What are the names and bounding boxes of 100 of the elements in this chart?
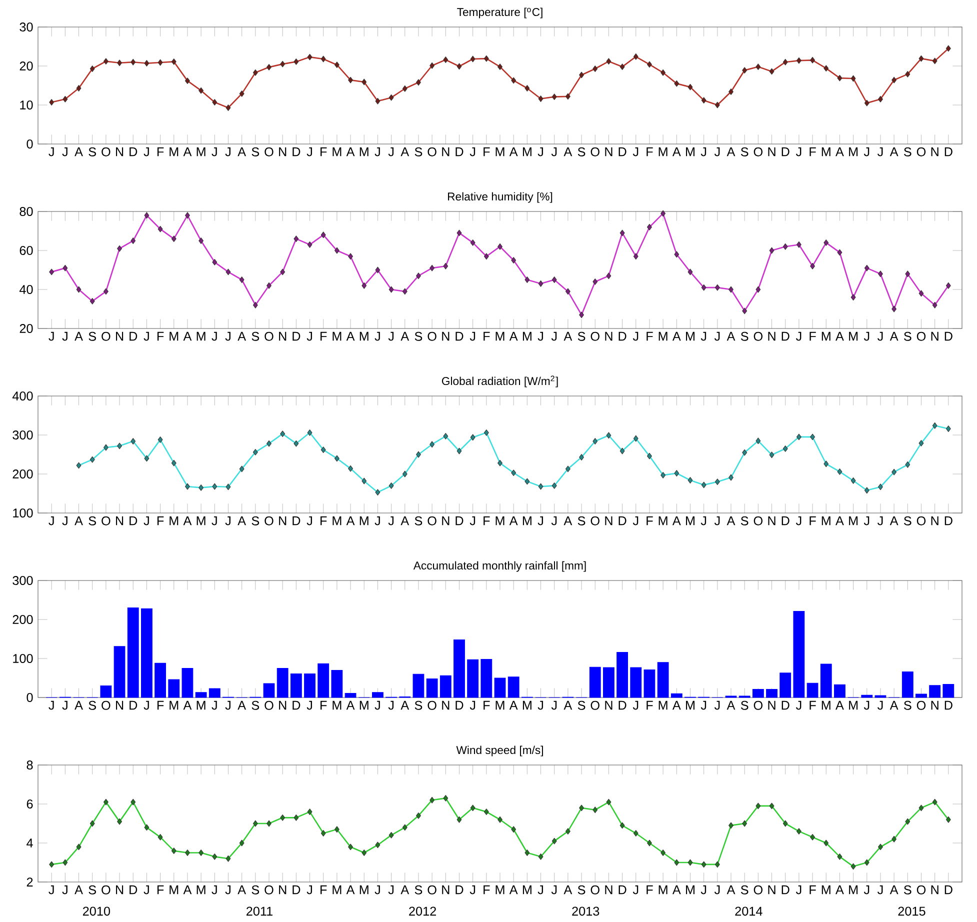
x-tick-label: M	[686, 885, 694, 894]
x-tick-label: N	[931, 516, 938, 526]
x-tick-label: J	[551, 147, 557, 156]
y-tick-label: 300	[12, 576, 33, 585]
bar	[657, 662, 669, 698]
x-tick-label: N	[605, 700, 612, 710]
x-tick-label: J	[551, 885, 557, 894]
x-tick-label: A	[183, 332, 192, 341]
x-tick-label: N	[768, 700, 776, 710]
x-tick-label: O	[754, 700, 762, 710]
x-tick-label: M	[686, 516, 694, 526]
x-tick-label: N	[442, 516, 450, 526]
x-tick-label: N	[605, 885, 612, 894]
x-tick-label: N	[605, 516, 612, 526]
x-tick-label: J	[538, 516, 543, 526]
x-tick-label: A	[238, 147, 246, 156]
x-tick-label: F	[320, 332, 327, 341]
x-tick-label: D	[782, 885, 790, 894]
x-tick-label: N	[442, 147, 450, 156]
x-tick-label: F	[646, 147, 653, 156]
bar	[141, 608, 152, 698]
x-tick-label: N	[768, 885, 776, 894]
x-tick-label: S	[414, 885, 422, 894]
x-tick-label: J	[388, 700, 394, 710]
x-tick-label: M	[849, 516, 858, 526]
x-tick-label: O	[428, 332, 436, 341]
x-tick-label: M	[658, 516, 668, 526]
x-tick-label: J	[714, 516, 720, 526]
x-tick-label: M	[360, 885, 368, 894]
x-tick-label: J	[470, 516, 476, 526]
x-tick-label: F	[320, 885, 327, 894]
x-tick-label: F	[157, 332, 164, 341]
x-tick-label: D	[782, 700, 790, 710]
x-tick-label: F	[646, 516, 653, 526]
x-tick-label: J	[714, 332, 720, 341]
chart-title: Global radiation [W/m$^{2}$]	[442, 376, 558, 388]
x-tick-label: S	[88, 147, 96, 156]
x-tick-label: M	[170, 700, 178, 710]
x-tick-label: J	[796, 332, 802, 341]
x-tick-label: D	[456, 332, 464, 341]
x-tick-label: M	[849, 332, 858, 341]
y-tick-label: 30	[20, 22, 33, 32]
x-tick-label: A	[890, 700, 898, 710]
bar	[114, 646, 126, 698]
bar	[480, 659, 492, 698]
x-tick-label: D	[456, 885, 464, 894]
x-tick-label: A	[74, 885, 83, 894]
x-tick-label: M	[170, 147, 178, 156]
x-tick-label: J	[632, 885, 638, 894]
y-tick-label: 2	[26, 878, 33, 886]
x-tick-label: S	[414, 332, 422, 341]
x-tick-label: J	[144, 700, 149, 710]
x-tick-label: J	[48, 885, 54, 894]
x-tick-label: J	[225, 147, 230, 156]
x-tick-label: A	[890, 885, 898, 894]
x-tick-label: O	[264, 700, 274, 710]
x-tick-label: S	[414, 700, 422, 710]
x-tick-label: J	[551, 700, 557, 710]
x-tick-label: J	[877, 700, 883, 710]
x-tick-label: A	[400, 516, 410, 526]
x-tick-label: D	[292, 332, 300, 341]
x-tick-label: A	[74, 516, 83, 526]
x-tick-label: N	[279, 332, 286, 341]
x-tick-label: J	[714, 700, 720, 710]
x-tick-label: N	[605, 147, 612, 156]
x-tick-label: F	[646, 332, 653, 341]
x-tick-label: D	[944, 147, 952, 156]
x-tick-label: M	[360, 147, 368, 156]
x-tick-label: A	[346, 332, 355, 341]
x-tick-label: A	[74, 700, 83, 710]
x-tick-label: F	[157, 516, 164, 526]
y-tick-label: 60	[20, 246, 33, 255]
x-tick-label: A	[726, 885, 736, 894]
chart-title: Relative humidity [%]	[448, 192, 552, 203]
x-tick-label: S	[904, 700, 912, 710]
x-tick-label: A	[672, 516, 681, 526]
x-tick-label: F	[157, 147, 164, 156]
x-tick-label: J	[62, 700, 68, 710]
x-tick-label: M	[196, 516, 206, 526]
x-tick-label: O	[102, 147, 110, 156]
bar	[168, 679, 180, 698]
x-tick-label: O	[590, 516, 600, 526]
x-tick-label: N	[116, 147, 124, 156]
x-tick-label: O	[102, 700, 110, 710]
x-tick-label: J	[864, 332, 870, 341]
x-tick-label: A	[400, 147, 410, 156]
x-tick-label: A	[346, 516, 355, 526]
x-tick-label: M	[822, 516, 830, 526]
y-tick-label: 300	[12, 430, 33, 440]
x-tick-label: A	[564, 700, 572, 710]
x-tick-label: J	[700, 332, 706, 341]
x-tick-label: F	[484, 147, 490, 156]
x-tick-label: O	[428, 516, 436, 526]
x-tick-label: D	[944, 516, 952, 526]
x-tick-label: N	[442, 885, 450, 894]
x-tick-label: J	[388, 885, 394, 894]
x-tick-label: A	[890, 147, 898, 156]
x-tick-label: O	[264, 885, 274, 894]
x-tick-label: J	[470, 332, 476, 341]
x-tick-label: A	[346, 700, 355, 710]
